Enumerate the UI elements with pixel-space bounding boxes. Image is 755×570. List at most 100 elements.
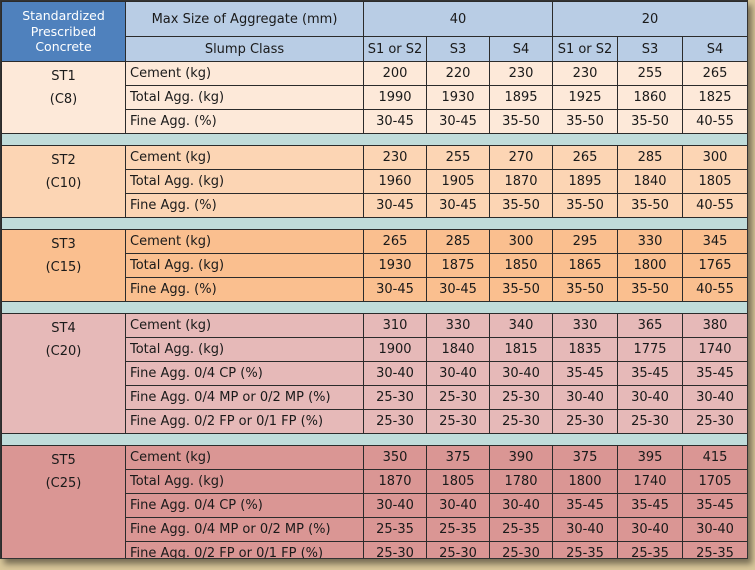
property-label: Fine Agg. (%) [125,193,364,218]
value-cell: 375 [552,445,619,470]
table-row: Total Agg. (kg) 1960 1905 1870 1895 1840 1805 [1,169,747,194]
value-cell: 25-35 [682,541,747,558]
table-row: Fine Agg. 0/4 MP or 0/2 MP (%) 25-35 25-35… [1,517,747,542]
property-label: Cement (kg) [125,145,364,170]
value-cell: 35-50 [617,193,684,218]
property-label: Fine Agg. 0/4 CP (%) [125,361,364,386]
value-cell: 35-50 [552,193,619,218]
value-cell: 1860 [617,85,684,110]
value-cell: 375 [426,445,490,470]
concrete-mix-table: Standardized Prescribed Concrete Max Siz… [1,1,747,558]
value-cell: 1815 [488,337,554,362]
strength-class: (C10) [45,176,82,192]
value-cell: 30-40 [488,361,554,386]
value-cell: 25-30 [617,409,684,434]
value-cell: 35-50 [552,277,619,302]
strength-class: (C8) [49,92,78,108]
value-cell: 300 [488,229,554,254]
value-cell: 25-30 [682,409,747,434]
value-cell: 30-45 [363,109,427,134]
group-separator [1,433,747,446]
size-group-20-header: 20 [552,1,747,37]
value-cell: 265 [682,61,747,86]
value-cell: 1705 [682,469,747,494]
value-cell: 1765 [682,253,747,278]
value-cell: 25-30 [363,541,427,558]
group-separator [1,133,747,146]
value-cell: 380 [682,313,747,338]
value-cell: 1805 [426,469,490,494]
value-cell: 35-50 [488,109,554,134]
value-cell: 340 [488,313,554,338]
value-cell: 345 [682,229,747,254]
value-cell: 25-35 [363,517,427,542]
value-cell: 1800 [617,253,684,278]
concrete-mix-table-frame: Standardized Prescribed Concrete Max Siz… [0,0,748,559]
table-row: Fine Agg. 0/4 CP (%) 30-40 30-40 30-40 35-45… [1,493,747,518]
value-cell: 25-30 [363,385,427,410]
value-cell: 35-50 [617,109,684,134]
value-cell: 35-45 [617,493,684,518]
slump-class-cell: S3 [426,36,490,62]
value-cell: 295 [552,229,619,254]
strength-class: (C20) [45,344,82,360]
value-cell: 220 [426,61,490,86]
value-cell: 25-30 [426,541,490,558]
property-label: Cement (kg) [125,61,364,86]
value-cell: 285 [617,145,684,170]
value-cell: 30-45 [426,193,490,218]
value-cell: 25-35 [552,541,619,558]
slump-class-cell: S1 or S2 [363,36,427,62]
mix-designation-cell: ST4 (C20) [1,313,126,434]
value-cell: 30-40 [552,385,619,410]
value-cell: 1990 [363,85,427,110]
table-body: ST1 (C8) Cement (kg) 200 220 230 230 255 265 Tota… [1,61,747,558]
property-label: Fine Agg. 0/2 FP or 0/1 FP (%) [125,409,364,434]
table-header: Standardized Prescribed Concrete Max Siz… [1,1,747,62]
value-cell: 230 [552,61,619,86]
value-cell: 265 [552,145,619,170]
value-cell: 270 [488,145,554,170]
mix-code: ST2 [51,153,76,168]
value-cell: 25-30 [426,385,490,410]
separator-cell [1,433,747,446]
value-cell: 1895 [552,169,619,194]
property-label: Total Agg. (kg) [125,169,364,194]
value-cell: 35-50 [488,193,554,218]
value-cell: 35-45 [552,361,619,386]
value-cell: 30-45 [363,193,427,218]
table-row: ST5 (C25) Cement (kg) 350 375 390 375 395 415 [1,445,747,558]
slump-class-cell: S4 [682,36,747,62]
value-cell: 25-30 [363,409,427,434]
table-row: Fine Agg. 0/2 FP or 0/1 FP (%) 25-30 25-30… [1,541,747,558]
table-row: ST2 (C10) Cement (kg) 230 255 270 265 285 300 [1,145,747,218]
value-cell: 35-50 [617,277,684,302]
slump-class-header: Slump Class [125,36,364,62]
property-label: Fine Agg. 0/4 MP or 0/2 MP (%) [125,385,364,410]
property-label: Fine Agg. 0/4 MP or 0/2 MP (%) [125,517,364,542]
value-cell: 330 [552,313,619,338]
value-cell: 40-55 [682,193,747,218]
value-cell: 1875 [426,253,490,278]
mix-code: ST1 [51,69,76,84]
value-cell: 350 [363,445,427,470]
separator-cell [1,133,747,146]
value-cell: 1925 [552,85,619,110]
value-cell: 40-55 [682,277,747,302]
value-cell: 265 [363,229,427,254]
value-cell: 30-40 [363,493,427,518]
value-cell: 1930 [426,85,490,110]
value-cell: 30-45 [363,277,427,302]
value-cell: 25-30 [488,541,554,558]
value-cell: 30-40 [363,361,427,386]
value-cell: 1960 [363,169,427,194]
value-cell: 1865 [552,253,619,278]
value-cell: 1775 [617,337,684,362]
property-label: Cement (kg) [125,445,364,470]
property-label: Fine Agg. (%) [125,109,364,134]
value-cell: 365 [617,313,684,338]
value-cell: 230 [363,145,427,170]
table-row: ST1 (C8) Cement (kg) 200 220 230 230 255 265 [1,61,747,134]
value-cell: 1870 [488,169,554,194]
value-cell: 35-45 [552,493,619,518]
